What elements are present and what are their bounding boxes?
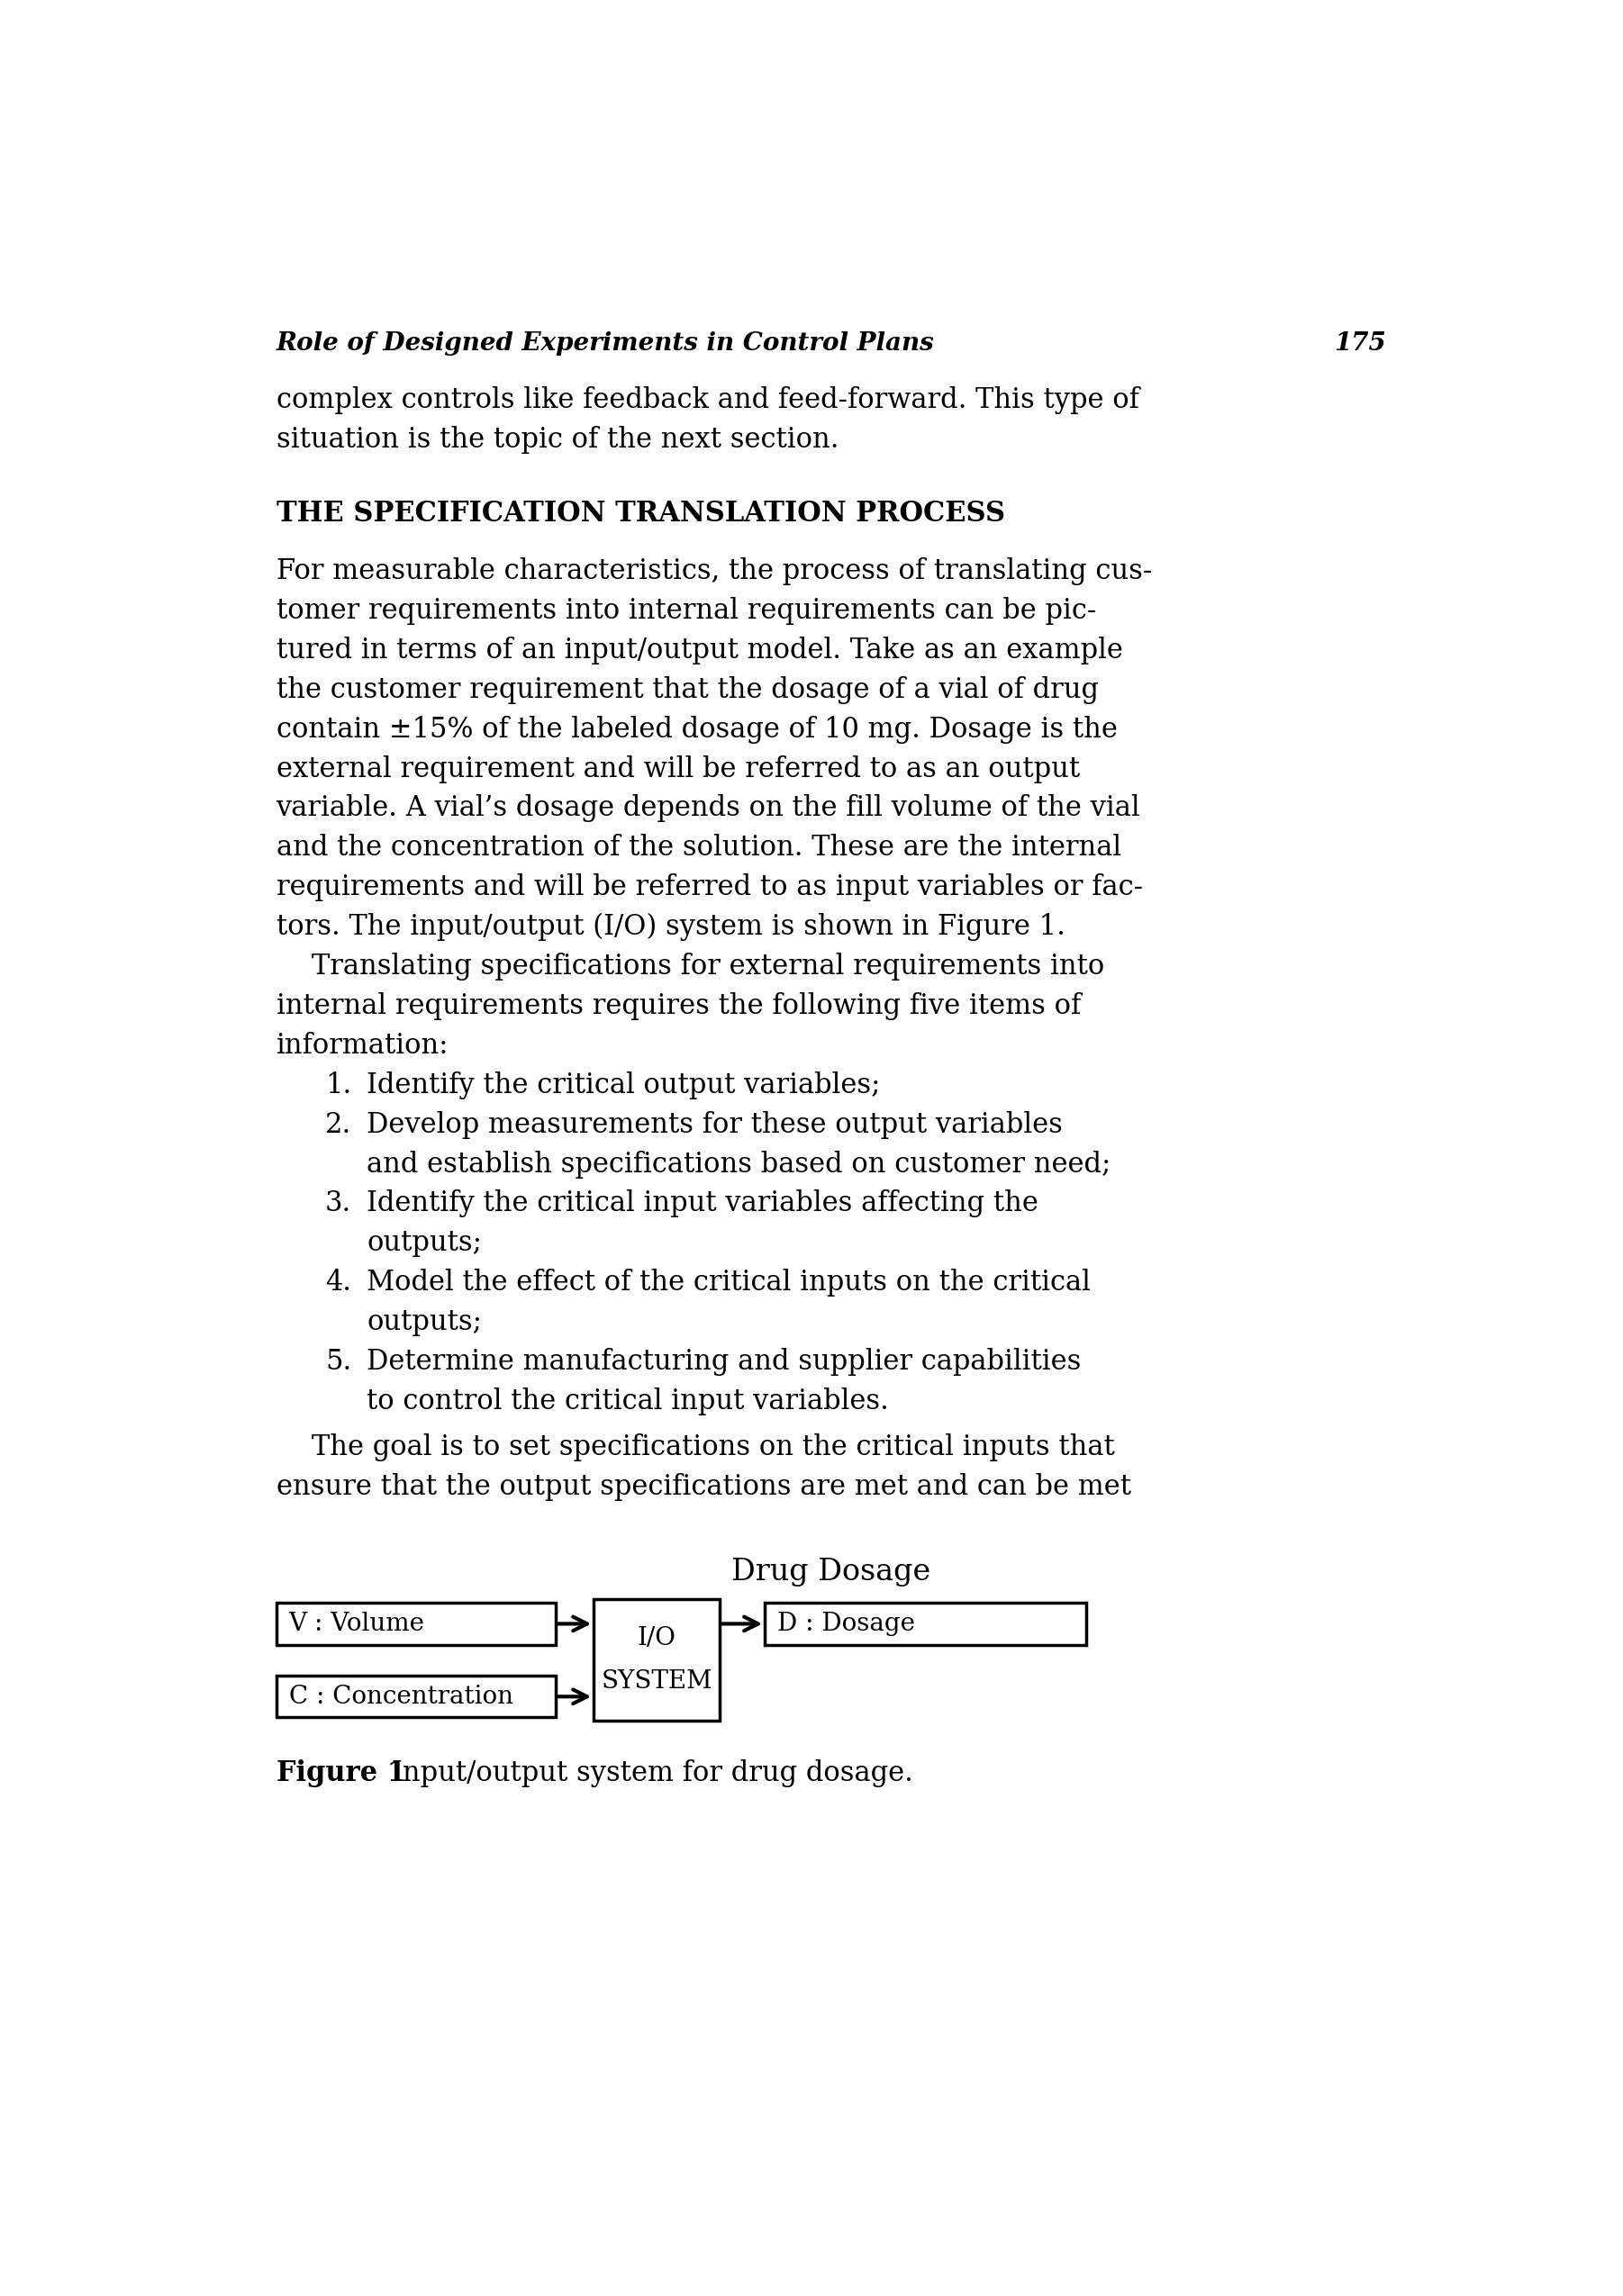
Text: Figure 1: Figure 1 <box>276 1759 406 1786</box>
Text: tors. The input/output (I/O) system is shown in Figure 1.: tors. The input/output (I/O) system is s… <box>276 914 1065 941</box>
Text: Model the effect of the critical inputs on the critical: Model the effect of the critical inputs … <box>367 1270 1091 1297</box>
Text: Identify the critical output variables;: Identify the critical output variables; <box>367 1072 881 1100</box>
Text: Develop measurements for these output variables: Develop measurements for these output va… <box>367 1111 1063 1139</box>
Text: requirements and will be referred to as input variables or fac-: requirements and will be referred to as … <box>276 875 1143 902</box>
Text: information:: information: <box>276 1031 448 1061</box>
Text: Translating specifications for external requirements into: Translating specifications for external … <box>276 953 1104 980</box>
Text: complex controls like feedback and feed-forward. This type of: complex controls like feedback and feed-… <box>276 386 1139 413</box>
Text: C : Concentration: C : Concentration <box>289 1685 513 1708</box>
Text: tomer requirements into internal requirements can be pic-: tomer requirements into internal require… <box>276 597 1096 625</box>
Text: 3.: 3. <box>325 1189 351 1217</box>
Text: 1.: 1. <box>325 1072 351 1100</box>
Text: the customer requirement that the dosage of a vial of drug: the customer requirement that the dosage… <box>276 675 1099 705</box>
Text: For measurable characteristics, the process of translating cus-: For measurable characteristics, the proc… <box>276 558 1152 585</box>
Bar <box>276 1676 555 1717</box>
Text: variable. A vial’s dosage depends on the fill volume of the vial: variable. A vial’s dosage depends on the… <box>276 794 1141 822</box>
Text: Input/output system for drug dosage.: Input/output system for drug dosage. <box>357 1759 912 1786</box>
Text: 2.: 2. <box>325 1111 351 1139</box>
Text: 175: 175 <box>1334 331 1386 356</box>
Text: and the concentration of the solution. These are the internal: and the concentration of the solution. T… <box>276 833 1121 861</box>
Text: Role of Designed Experiments in Control Plans: Role of Designed Experiments in Control … <box>276 331 935 356</box>
Text: 4.: 4. <box>325 1270 351 1297</box>
Text: ensure that the output specifications are met and can be met: ensure that the output specifications ar… <box>276 1474 1131 1502</box>
Text: Determine manufacturing and supplier capabilities: Determine manufacturing and supplier cap… <box>367 1348 1081 1375</box>
Bar <box>764 1603 1086 1644</box>
Text: external requirement and will be referred to as an output: external requirement and will be referre… <box>276 755 1079 783</box>
Text: internal requirements requires the following five items of: internal requirements requires the follo… <box>276 992 1081 1019</box>
Text: situation is the topic of the next section.: situation is the topic of the next secti… <box>276 427 839 455</box>
Text: The goal is to set specifications on the critical inputs that: The goal is to set specifications on the… <box>276 1433 1115 1463</box>
Text: and establish specifications based on customer need;: and establish specifications based on cu… <box>367 1150 1112 1178</box>
Text: outputs;: outputs; <box>367 1228 482 1258</box>
Text: Drug Dosage: Drug Dosage <box>732 1559 930 1587</box>
Text: outputs;: outputs; <box>367 1309 482 1336</box>
Text: D : Dosage: D : Dosage <box>777 1612 915 1637</box>
Text: to control the critical input variables.: to control the critical input variables. <box>367 1387 889 1414</box>
Text: contain ±15% of the labeled dosage of 10 mg. Dosage is the: contain ±15% of the labeled dosage of 10… <box>276 716 1117 744</box>
Text: Identify the critical input variables affecting the: Identify the critical input variables af… <box>367 1189 1039 1217</box>
Text: V : Volume: V : Volume <box>289 1612 425 1637</box>
Bar <box>594 1600 719 1720</box>
Text: THE SPECIFICATION TRANSLATION PROCESS: THE SPECIFICATION TRANSLATION PROCESS <box>276 501 1005 528</box>
Text: I/O
SYSTEM: I/O SYSTEM <box>601 1626 712 1694</box>
Text: 5.: 5. <box>325 1348 351 1375</box>
Text: tured in terms of an input/output model. Take as an example: tured in terms of an input/output model.… <box>276 636 1123 664</box>
Bar <box>276 1603 555 1644</box>
